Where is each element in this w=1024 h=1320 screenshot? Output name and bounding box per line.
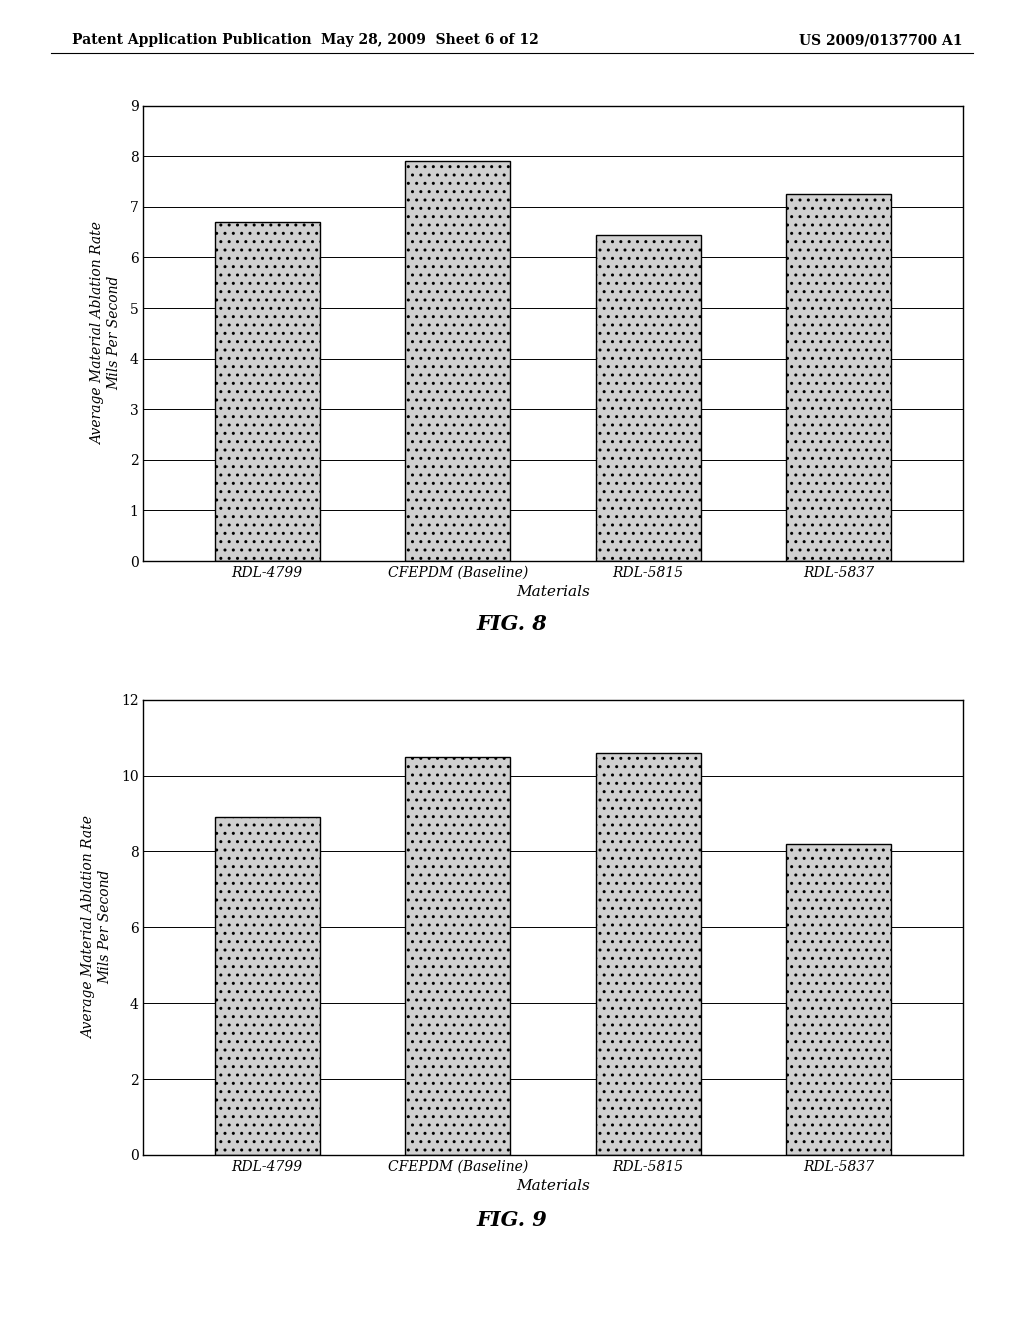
Y-axis label: Average Material Ablation Rate
Mils Per Second: Average Material Ablation Rate Mils Per … <box>91 222 121 445</box>
Bar <box>786 194 891 561</box>
Bar <box>215 222 319 561</box>
Bar <box>406 161 510 561</box>
X-axis label: Materials: Materials <box>516 585 590 599</box>
Text: FIG. 8: FIG. 8 <box>476 614 548 634</box>
Bar <box>596 235 700 561</box>
Bar <box>406 756 510 1155</box>
Text: US 2009/0137700 A1: US 2009/0137700 A1 <box>799 33 963 48</box>
Y-axis label: Average Material Ablation Rate
Mils Per Second: Average Material Ablation Rate Mils Per … <box>82 816 113 1039</box>
Bar <box>215 817 319 1155</box>
Bar <box>786 843 891 1155</box>
Text: May 28, 2009  Sheet 6 of 12: May 28, 2009 Sheet 6 of 12 <box>322 33 539 48</box>
Text: Patent Application Publication: Patent Application Publication <box>72 33 311 48</box>
X-axis label: Materials: Materials <box>516 1179 590 1193</box>
Bar <box>596 752 700 1155</box>
Text: FIG. 9: FIG. 9 <box>476 1210 548 1230</box>
